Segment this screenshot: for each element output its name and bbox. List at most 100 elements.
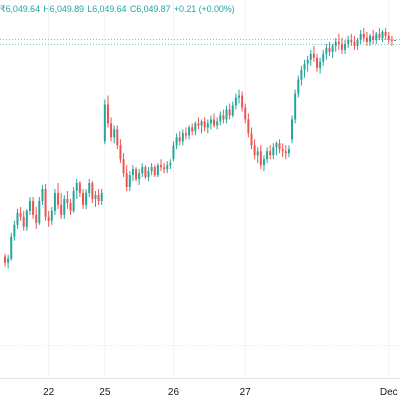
candle-body: [244, 107, 247, 120]
candle-body: [163, 167, 166, 170]
candle-body: [122, 159, 125, 174]
candle-body: [378, 33, 381, 38]
candle-body: [238, 95, 240, 98]
candle-body: [200, 121, 203, 126]
candle-body: [362, 33, 365, 38]
candle-body: [390, 39, 393, 41]
candle-body: [10, 236, 13, 259]
legend-close: C6,049.87: [129, 4, 171, 14]
candle-body: [381, 31, 384, 38]
candle-body: [369, 35, 372, 42]
candle-body: [356, 39, 359, 46]
candle-body: [57, 193, 60, 205]
candle-body: [128, 175, 131, 188]
candle-body: [209, 119, 212, 124]
candle-body: [306, 59, 309, 64]
candle-body: [116, 129, 119, 146]
candle-body: [103, 104, 106, 142]
candle-body: [228, 109, 231, 116]
candle-body: [144, 167, 147, 178]
candle-body: [106, 104, 109, 124]
candle-body: [66, 198, 69, 203]
candle-body: [303, 63, 306, 70]
candle-body: [284, 151, 287, 154]
candle-body: [156, 165, 159, 176]
candle-body: [256, 151, 259, 156]
candle-body: [50, 210, 53, 221]
candle-body: [350, 39, 353, 42]
candle-body: [344, 43, 347, 50]
candle-body: [312, 53, 315, 58]
candle-body: [32, 200, 35, 215]
candle-body: [72, 191, 75, 211]
candle-body: [188, 127, 191, 136]
candle-body: [147, 171, 150, 178]
candle-body: [184, 133, 187, 136]
candle-body: [266, 151, 269, 160]
candle-body: [4, 256, 6, 263]
candle-body: [166, 165, 169, 170]
candle-body: [131, 169, 134, 176]
legend-open: ₹6,049.64: [0, 4, 40, 14]
candle-body: [297, 79, 300, 94]
candle-body: [191, 127, 194, 132]
candle-body: [181, 133, 184, 142]
candle-body: [272, 147, 275, 156]
candle-body: [16, 212, 19, 225]
candle-body: [300, 69, 303, 80]
candle-body: [153, 167, 156, 176]
candle-body: [60, 204, 63, 215]
candle-body: [394, 40, 396, 42]
candle-body: [316, 57, 318, 68]
candle-body: [325, 47, 328, 54]
candle-body: [331, 45, 334, 52]
candle-body: [94, 194, 97, 199]
x-tick-label: 22: [43, 387, 55, 398]
candle-body: [197, 123, 200, 126]
candle-body: [216, 121, 219, 126]
candle-body: [91, 183, 94, 199]
candle-body: [250, 133, 253, 146]
candle-body: [44, 189, 47, 217]
candle-body: [225, 109, 228, 120]
candle-body: [19, 212, 22, 217]
candle-body: [28, 200, 31, 211]
candle-body: [319, 61, 322, 68]
candle-body: [387, 35, 390, 40]
ohlc-legend: ₹6,049.64 H6,049.89 L6,049.64 C6,049.87 …: [0, 4, 236, 15]
candle-body: [353, 41, 356, 46]
candle-body: [194, 123, 197, 132]
candle-body: [85, 193, 88, 205]
candle-body: [13, 224, 16, 237]
candle-body: [262, 159, 265, 166]
candle-body: [291, 119, 294, 140]
candle-body: [97, 194, 100, 201]
candle-body: [7, 258, 10, 263]
x-tick-label: 26: [168, 387, 180, 398]
candle-body: [203, 121, 206, 128]
candle-body: [365, 37, 368, 42]
candle-body: [337, 41, 340, 44]
candle-body: [178, 137, 181, 142]
candle-body: [78, 183, 81, 194]
candle-body: [269, 151, 272, 156]
candle-body: [22, 216, 25, 227]
candle-body: [160, 165, 162, 168]
candle-body: [125, 173, 128, 188]
legend-low: L6,049.64: [87, 4, 127, 14]
candle-body: [169, 163, 172, 166]
candle-body: [213, 119, 216, 126]
candle-body: [35, 214, 38, 223]
candle-body: [322, 53, 325, 62]
x-tick-label: 25: [99, 387, 111, 398]
candle-body: [75, 183, 78, 192]
candle-body: [219, 115, 222, 122]
candle-body: [275, 143, 278, 148]
legend-high: H6,049.89: [43, 4, 84, 14]
x-tick-label: 27: [240, 387, 252, 398]
candle-body: [135, 169, 138, 180]
candle-body: [340, 43, 343, 50]
candle-body: [241, 95, 244, 108]
candle-body: [278, 143, 281, 150]
